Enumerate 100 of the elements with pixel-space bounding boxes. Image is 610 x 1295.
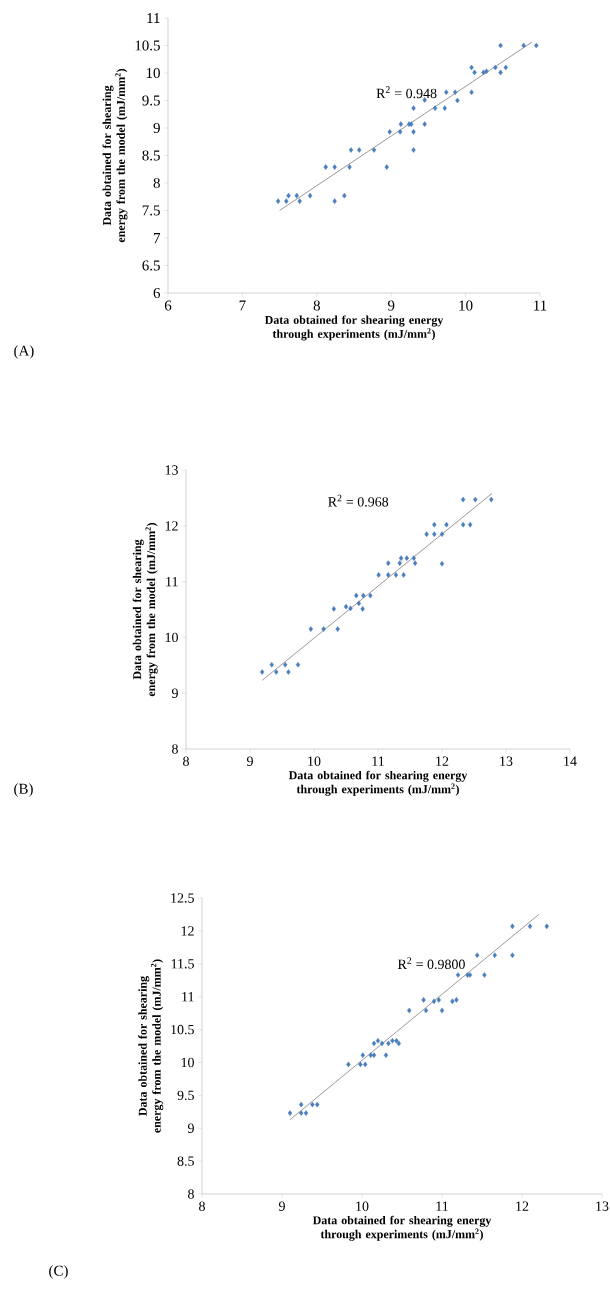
point (286, 192, 291, 199)
point (407, 1007, 412, 1014)
point (303, 1110, 309, 1116)
x-tick-label: 9 (387, 300, 395, 311)
point (387, 129, 392, 135)
point (527, 923, 533, 930)
point (421, 997, 426, 1003)
point (343, 603, 349, 610)
point (357, 147, 362, 153)
point (442, 105, 447, 111)
y-tick-label: 9 (171, 688, 178, 698)
point (444, 89, 449, 96)
y-tick-label: 8.5 (177, 1156, 194, 1166)
x-tick-label: 11 (372, 756, 384, 766)
point (274, 669, 279, 675)
x-axis-title: Data obtained for shearing energy through experiments (mJ/mm$^{2}$) (264, 315, 444, 341)
point (321, 626, 326, 632)
point (424, 531, 429, 537)
point (455, 972, 461, 978)
y-tick-label: 8 (188, 1189, 194, 1199)
x-tick-label: 10 (308, 756, 321, 766)
text: (A) (14, 345, 34, 359)
point (287, 1110, 293, 1116)
point (363, 1061, 368, 1068)
point (390, 1037, 395, 1044)
point (397, 560, 402, 566)
y-tick-label: 9 (153, 122, 160, 134)
y-tick-label: 6.5 (142, 260, 160, 271)
y-tick-label: 9.5 (177, 1090, 194, 1101)
point (368, 592, 373, 599)
point (295, 661, 301, 668)
y-tick-label: 7.5 (142, 205, 160, 216)
point (275, 198, 281, 204)
point (453, 89, 458, 96)
point (284, 198, 289, 204)
y-tick-label: 10 (165, 632, 178, 643)
point (454, 997, 459, 1003)
point (393, 572, 399, 578)
y-tick-label: 11 (166, 577, 178, 587)
x-tick-label: 11 (534, 300, 547, 311)
point (383, 1052, 389, 1059)
point (510, 923, 515, 930)
y-tick-label: 12 (181, 926, 194, 936)
y-tick-label: 8 (153, 177, 160, 189)
point (348, 147, 354, 153)
y-tick-label: 11 (182, 992, 194, 1002)
point (467, 972, 473, 978)
x-tick-label: 7 (239, 300, 246, 311)
point (444, 521, 449, 528)
y-axis-title: Data obtained for shearing energy from the model (mJ/mm$^{2}$) (138, 959, 164, 1133)
y-tick-label: 12.5 (171, 893, 194, 903)
annotation: R$^{2}$ = 0.948 (376, 86, 437, 99)
y-tick-label: 8.5 (142, 150, 160, 161)
point (439, 560, 445, 567)
y-tick-label: 10.5 (135, 40, 160, 51)
point (489, 496, 494, 503)
point (348, 605, 353, 612)
point (286, 669, 291, 675)
point (432, 105, 438, 111)
point (482, 972, 487, 978)
point (412, 560, 418, 566)
point (310, 1101, 315, 1108)
point (455, 97, 460, 104)
annotation: R$^{2}$ = 0.968 (328, 494, 389, 507)
x-tick-label: 8 (199, 1201, 205, 1211)
y-tick-label: 8 (172, 744, 178, 754)
point (386, 560, 391, 566)
point (283, 661, 288, 668)
point (375, 1037, 381, 1044)
point (469, 64, 474, 71)
text: (B) (14, 783, 33, 797)
point (468, 521, 473, 528)
point (347, 164, 352, 170)
point (307, 192, 313, 199)
point (422, 121, 427, 127)
y-tick-label: 12 (165, 521, 178, 531)
point (368, 1052, 373, 1059)
point (492, 952, 497, 959)
y-tick-label: 10.5 (171, 1024, 194, 1035)
point (521, 42, 526, 49)
point (411, 129, 416, 135)
point (450, 998, 455, 1005)
y-tick-label: 10 (146, 67, 160, 79)
point (411, 147, 416, 153)
point (401, 572, 406, 578)
point (386, 1040, 391, 1047)
point (371, 1040, 377, 1047)
point (498, 69, 503, 76)
point (299, 1101, 304, 1108)
point (379, 1040, 385, 1047)
point (472, 69, 477, 76)
point (493, 64, 498, 71)
point (342, 192, 347, 199)
point (332, 164, 337, 170)
point (323, 164, 328, 170)
y-axis-title: Data obtained for shearing energy from the model (mJ/mm$^{2}$) (132, 522, 158, 697)
x-axis-title: Data obtained for shearing energy through experiments (mJ/mm$^{2}$) (312, 1215, 492, 1241)
point (397, 129, 403, 135)
point (481, 69, 486, 76)
point (475, 952, 480, 959)
